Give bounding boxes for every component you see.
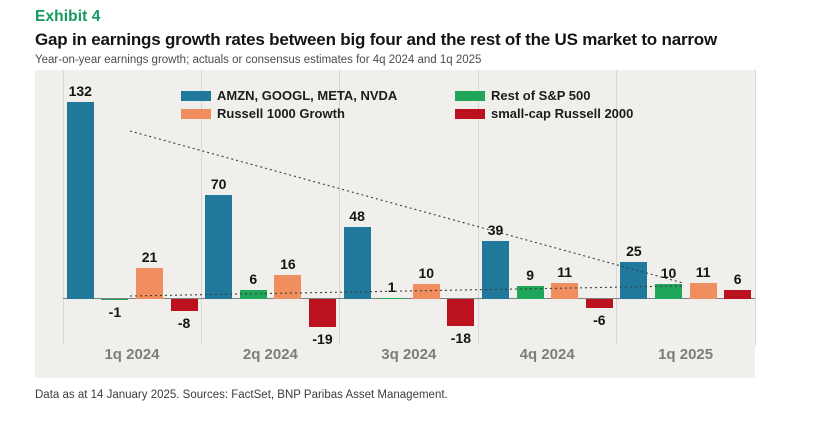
legend-label: Russell 1000 Growth <box>217 106 345 121</box>
legend-item: AMZN, GOOGL, META, NVDA <box>181 88 397 103</box>
chart-subtitle: Year-on-year earnings growth; actuals or… <box>35 54 482 66</box>
bar-russell2000 <box>724 290 752 299</box>
category-label: 4q 2024 <box>519 346 575 363</box>
bar-big4 <box>66 102 94 299</box>
bar-value-label: -6 <box>593 311 606 328</box>
chart-title: Gap in earnings growth rates between big… <box>35 30 717 49</box>
category-label: 1q 2024 <box>104 346 160 363</box>
bar-big4 <box>205 194 233 299</box>
category-label: 2q 2024 <box>242 346 298 363</box>
category-label: 1q 2025 <box>658 346 714 363</box>
bar-russell2000 <box>585 299 613 308</box>
legend-item: Rest of S&P 500 <box>455 88 590 103</box>
bar-value-label: 39 <box>487 221 504 238</box>
category-gridline <box>616 70 618 345</box>
bar-value-label: 11 <box>695 263 711 280</box>
bar-value-label: 25 <box>626 242 642 259</box>
bar-rest_sp500 <box>239 290 267 299</box>
bar-value-label: 11 <box>557 263 573 280</box>
bar-value-label: 132 <box>68 83 92 100</box>
bar-big4 <box>620 261 648 299</box>
exhibit-label: Exhibit 4 <box>35 8 101 25</box>
legend-label: small-cap Russell 2000 <box>491 106 634 121</box>
chart-plot-area: 132 -1 21 -8 1q 2024 70 6 16 -19 2q 2024 48 1 10 -18 3… <box>35 70 756 378</box>
bar-value-label: 9 <box>526 266 534 283</box>
bar-value-label: -18 <box>450 329 471 346</box>
chart-header: Exhibit 4 Gap in earnings growth rates b… <box>35 8 795 66</box>
category-gridline <box>754 70 756 345</box>
legend-item: Russell 1000 Growth <box>181 106 345 121</box>
bar-rest_sp500 <box>655 284 682 299</box>
category-gridline <box>200 70 202 345</box>
bar-rest_sp500 <box>378 297 406 299</box>
bar-value-label: -8 <box>177 314 191 331</box>
bar-value-label: 10 <box>660 265 677 282</box>
bar-value-label: 48 <box>349 208 365 225</box>
legend-swatch-big4 <box>181 90 211 101</box>
category-gridline <box>477 70 479 345</box>
bar-russell1000_growth <box>551 282 579 299</box>
bar-value-label: 1 <box>387 278 396 295</box>
bar-value-label: -1 <box>108 304 122 321</box>
trendlines-overlay <box>129 130 684 297</box>
bar-value-label: 21 <box>141 248 158 265</box>
bar-value-label: 10 <box>418 265 435 282</box>
bar-russell2000 <box>309 299 336 328</box>
category-gridline <box>339 70 341 345</box>
bar-russell1000_growth <box>136 267 163 299</box>
source-note: Data as at 14 January 2025. Sources: Fac… <box>35 389 448 401</box>
legend-label: AMZN, GOOGL, META, NVDA <box>217 88 398 103</box>
category-label: 3q 2024 <box>381 346 437 363</box>
bar-rest_sp500 <box>101 299 129 301</box>
bar-value-label: 70 <box>210 175 227 192</box>
bar-value-label: 6 <box>249 271 258 288</box>
trendline-rest-of-market-rising <box>129 285 684 297</box>
zero-axis-line <box>63 298 755 299</box>
bar-value-label: -19 <box>312 331 333 348</box>
bar-russell1000_growth <box>412 284 440 299</box>
trendline-big-four-growth-declining <box>129 130 684 284</box>
bar-value-label: 16 <box>280 256 296 273</box>
bar-big4 <box>343 227 371 299</box>
bar-value-label: 6 <box>733 271 742 288</box>
bar-russell1000_growth <box>689 282 717 299</box>
category-gridline <box>62 70 64 345</box>
legend-item: small-cap Russell 2000 <box>455 106 633 121</box>
bar-russell2000 <box>447 299 475 326</box>
bar-russell2000 <box>170 299 198 311</box>
legend-swatch-russell2000 <box>455 108 485 119</box>
legend-label: Rest of S&P 500 <box>491 88 591 103</box>
legend-swatch-russell1000_growth <box>181 108 211 119</box>
legend-swatch-rest_sp500 <box>455 90 485 101</box>
